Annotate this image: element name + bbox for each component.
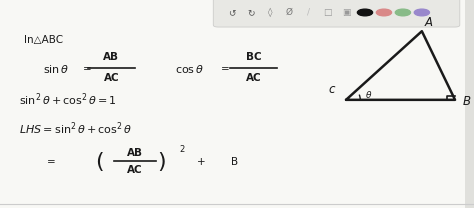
Text: Ø: Ø [286,8,292,17]
Text: AB: AB [103,52,119,62]
Text: AC: AC [128,165,143,175]
Text: $\sin^2\theta + \cos^2\theta = 1$: $\sin^2\theta + \cos^2\theta = 1$ [19,92,117,108]
Text: =: = [220,64,229,74]
Text: +: + [197,157,206,167]
Text: $\cos\theta$: $\cos\theta$ [175,63,204,75]
Text: A: A [425,16,433,29]
Text: ↺: ↺ [228,8,236,17]
Text: ▣: ▣ [342,8,350,17]
Circle shape [395,9,410,16]
FancyBboxPatch shape [213,0,460,27]
Text: (: ( [95,152,104,172]
Text: =: = [83,64,91,74]
Text: AC: AC [104,73,119,83]
Text: AB: AB [127,148,143,158]
Circle shape [357,9,373,16]
Text: ↻: ↻ [247,8,255,17]
Text: BC: BC [246,52,261,62]
FancyBboxPatch shape [465,0,474,208]
Text: ): ) [157,152,165,172]
Text: 2: 2 [180,145,185,154]
Text: c: c [328,83,335,96]
Text: B: B [463,95,471,108]
Text: $LHS = \sin^2\theta + \cos^2\theta$: $LHS = \sin^2\theta + \cos^2\theta$ [19,121,132,137]
Text: □: □ [323,8,331,17]
Circle shape [414,9,429,16]
Text: AC: AC [246,73,261,83]
Text: $\sin\theta$: $\sin\theta$ [43,63,69,75]
Text: θ: θ [366,91,372,100]
Text: =: = [47,157,56,167]
Text: ◊: ◊ [268,8,273,17]
Text: In△ABC: In△ABC [24,35,63,45]
Circle shape [376,9,392,16]
Text: /: / [307,8,310,17]
Text: B: B [231,157,238,167]
